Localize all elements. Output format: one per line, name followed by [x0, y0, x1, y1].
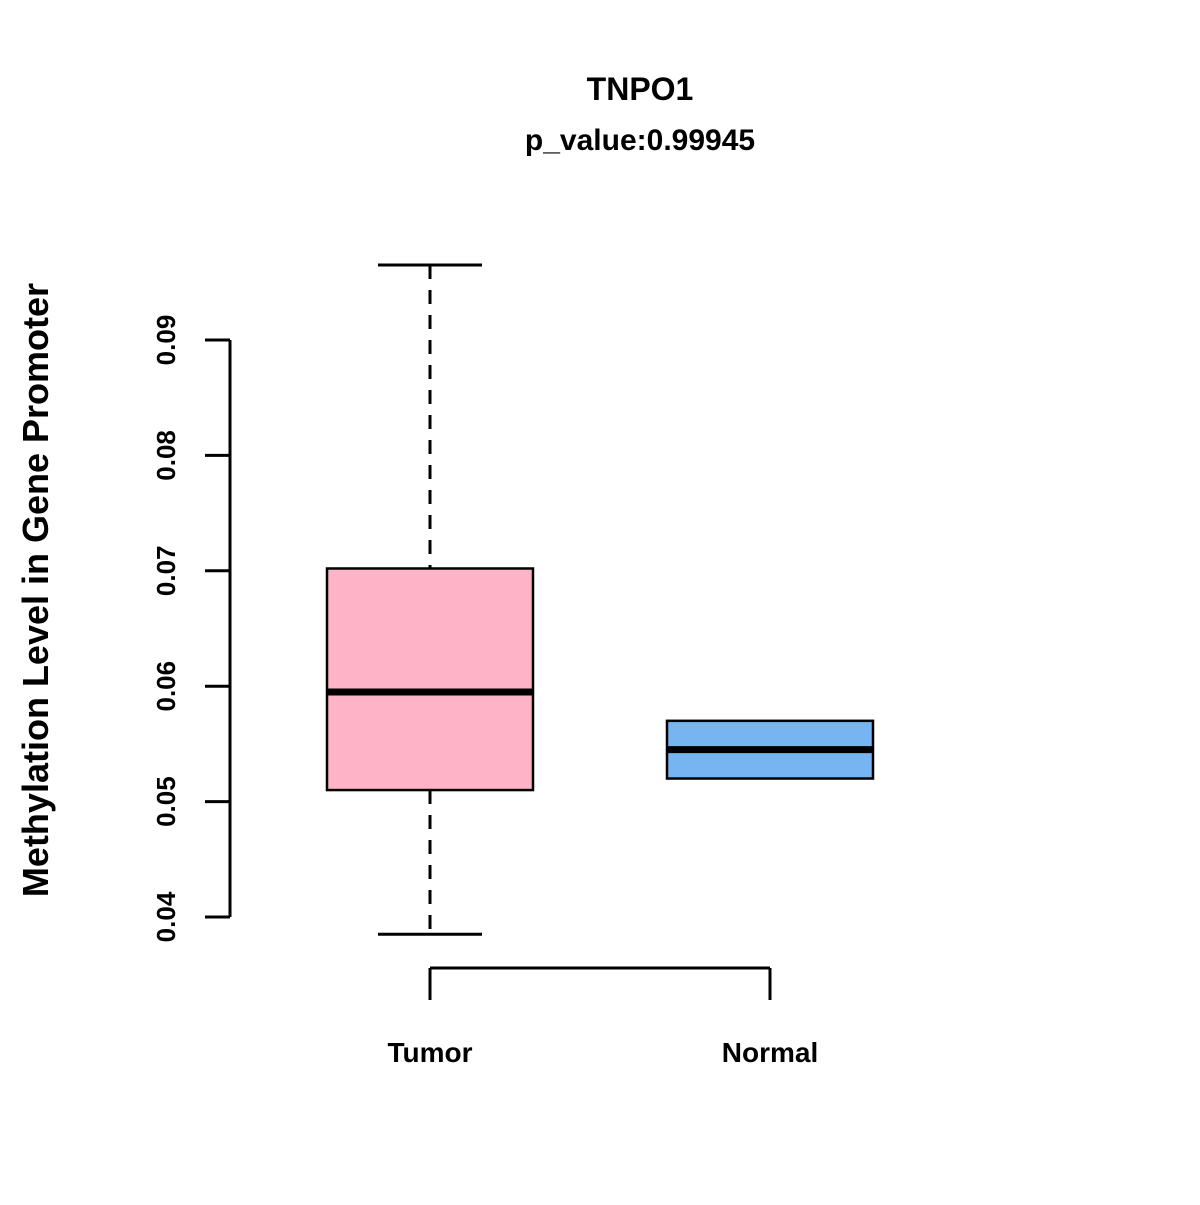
- y-axis-label: Methylation Level in Gene Promoter: [15, 283, 56, 897]
- y-axis: 0.04 0.05 0.06 0.07 0.08 0.09: [151, 315, 232, 942]
- y-axis-tick-label: 0.08: [151, 430, 181, 481]
- y-axis-tick-label: 0.09: [151, 315, 181, 366]
- y-axis-tick-label: 0.05: [151, 776, 181, 827]
- box-tumor: [325, 567, 535, 792]
- chart-title: TNPO1: [587, 71, 694, 107]
- y-axis-tick-label: 0.07: [151, 545, 181, 596]
- chart-subtitle: p_value:0.99945: [525, 124, 755, 157]
- boxes-group: [325, 263, 875, 936]
- y-axis-tick-label: 0.06: [151, 661, 181, 712]
- category-label-tumor: Tumor: [387, 1037, 472, 1068]
- category-label-normal: Normal: [722, 1037, 818, 1068]
- y-axis-tick-label: 0.04: [151, 891, 181, 942]
- x-axis: Tumor Normal: [387, 966, 818, 1068]
